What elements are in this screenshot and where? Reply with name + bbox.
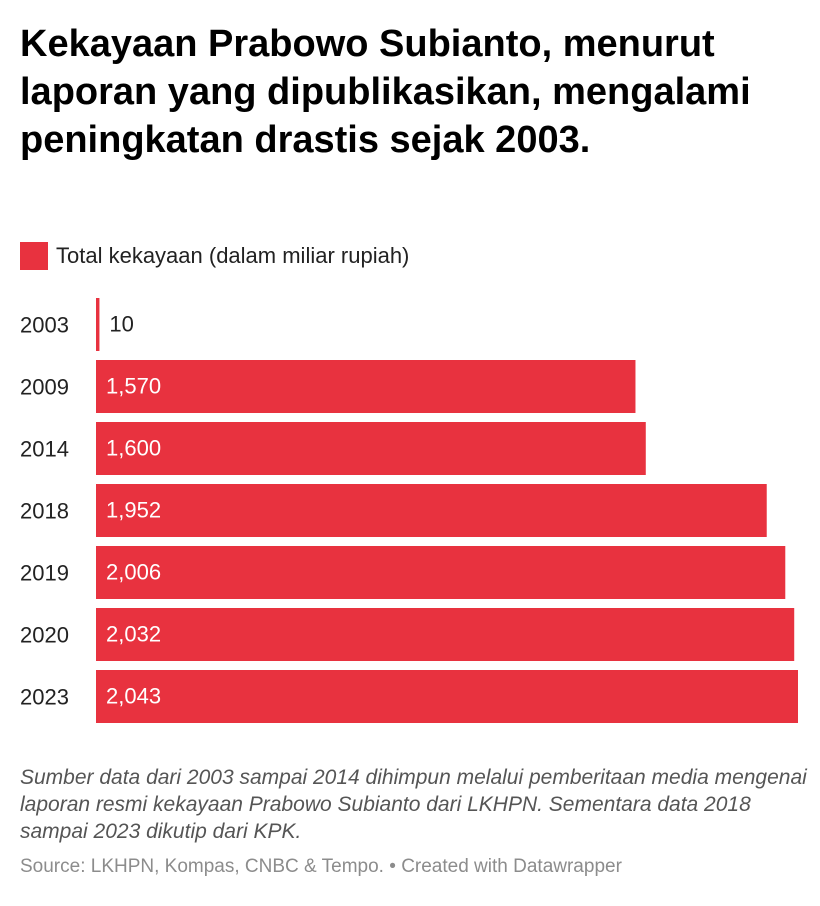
bar-2018 [96, 484, 767, 537]
category-label-2018: 2018 [20, 499, 69, 524]
bar-2020 [96, 608, 795, 661]
value-label-2014: 1,600 [106, 436, 161, 461]
value-label-2023: 2,043 [106, 684, 161, 709]
chart-title: Kekayaan Prabowo Subianto, menurut lapor… [20, 23, 751, 161]
legend-swatch [20, 242, 48, 270]
category-label-2023: 2023 [20, 685, 69, 710]
bar-chart-svg: 2003 10 2009 1,570 2014 1,600 2018 1,952 2019 2,0… [20, 298, 798, 723]
datawrapper-credit-link[interactable]: Created with Datawrapper [401, 856, 622, 877]
legend-label: Total kekayaan (dalam miliar rupiah) [56, 243, 410, 268]
bar-2019 [96, 546, 786, 599]
category-label-2003: 2003 [20, 313, 69, 338]
bar-2009 [96, 360, 636, 413]
category-label-2009: 2009 [20, 375, 69, 400]
bar-2003 [96, 298, 100, 351]
value-label-2003: 10 [109, 312, 133, 337]
value-label-2020: 2,032 [106, 622, 161, 647]
chart-note: Sumber data dari 2003 sampai 2014 dihimp… [20, 766, 807, 843]
value-label-2009: 1,570 [106, 374, 161, 399]
bar-chart: 2003 10 2009 1,570 2014 1,600 2018 1,952 2019 2,0… [0, 290, 820, 730]
chart-footer: Source: LKHPN, Kompas, CNBC & Tempo. • C… [20, 856, 622, 878]
value-label-2019: 2,006 [106, 560, 161, 585]
bar-2014 [96, 422, 646, 475]
footer-separator: • [389, 856, 396, 877]
chart-legend: Total kekayaan (dalam miliar rupiah) [20, 240, 409, 272]
value-label-2018: 1,952 [106, 498, 161, 523]
category-label-2019: 2019 [20, 561, 69, 586]
category-label-2020: 2020 [20, 623, 69, 648]
bar-2023 [96, 670, 798, 723]
category-label-2014: 2014 [20, 437, 69, 462]
source-text: Source: LKHPN, Kompas, CNBC & Tempo. [20, 856, 384, 877]
